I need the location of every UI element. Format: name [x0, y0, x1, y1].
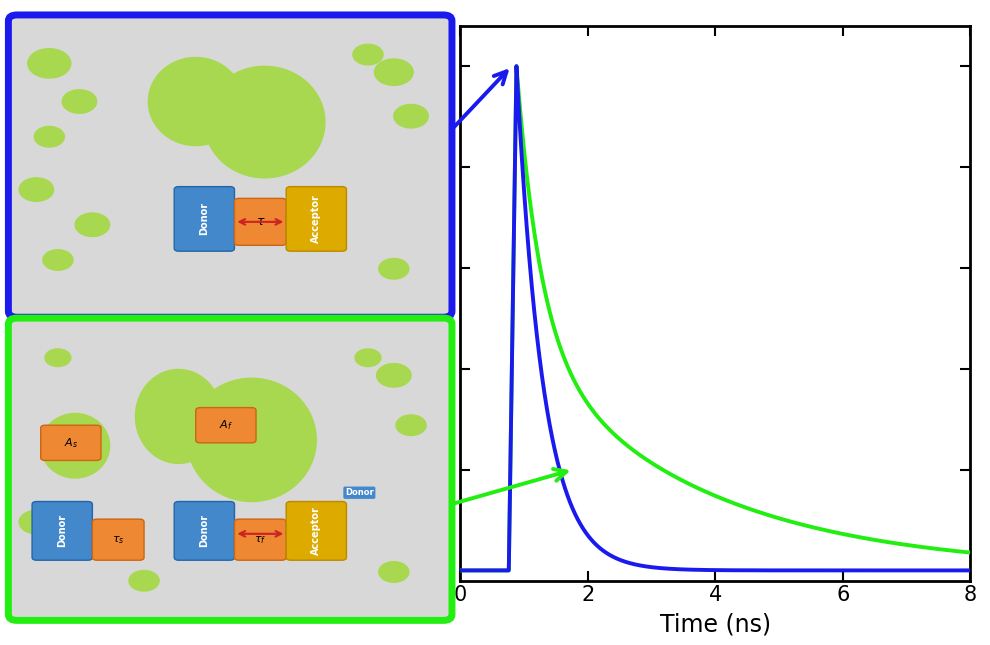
Y-axis label: Normalized intensity: Normalized intensity: [391, 181, 415, 425]
Text: $A_s$: $A_s$: [63, 436, 78, 450]
Text: $\tau_f$: $\tau_f$: [254, 534, 266, 546]
Circle shape: [379, 259, 409, 279]
Circle shape: [28, 49, 71, 78]
Circle shape: [129, 570, 159, 591]
Text: Donor: Donor: [199, 514, 209, 548]
FancyBboxPatch shape: [41, 425, 101, 461]
Ellipse shape: [148, 57, 244, 146]
Circle shape: [352, 45, 383, 65]
Circle shape: [396, 415, 426, 435]
Circle shape: [75, 213, 110, 237]
FancyBboxPatch shape: [286, 186, 346, 251]
FancyBboxPatch shape: [174, 186, 235, 251]
Circle shape: [355, 349, 381, 366]
Text: Acceptor: Acceptor: [311, 506, 322, 555]
Ellipse shape: [204, 66, 325, 178]
Text: Donor: Donor: [199, 203, 209, 235]
FancyBboxPatch shape: [174, 502, 235, 561]
Circle shape: [19, 178, 53, 201]
Circle shape: [376, 364, 411, 387]
Ellipse shape: [187, 378, 317, 502]
Circle shape: [379, 562, 409, 582]
FancyBboxPatch shape: [92, 519, 145, 561]
Text: $\tau$: $\tau$: [255, 215, 265, 228]
FancyBboxPatch shape: [196, 408, 256, 443]
Circle shape: [45, 349, 71, 366]
FancyBboxPatch shape: [32, 502, 92, 561]
Circle shape: [35, 126, 64, 147]
FancyBboxPatch shape: [11, 319, 449, 619]
Text: Donor: Donor: [57, 514, 67, 548]
Circle shape: [374, 59, 413, 85]
X-axis label: Time (ns): Time (ns): [659, 612, 771, 637]
Ellipse shape: [136, 370, 222, 463]
Circle shape: [43, 250, 73, 270]
FancyBboxPatch shape: [11, 16, 449, 316]
Circle shape: [62, 90, 97, 114]
Text: $\tau_s$: $\tau_s$: [112, 534, 125, 546]
Text: Acceptor: Acceptor: [311, 195, 322, 243]
Circle shape: [394, 104, 429, 128]
FancyBboxPatch shape: [235, 199, 286, 245]
FancyBboxPatch shape: [235, 519, 286, 561]
Ellipse shape: [41, 413, 110, 478]
Circle shape: [19, 510, 53, 534]
Text: Donor: Donor: [345, 488, 374, 497]
Circle shape: [308, 228, 343, 251]
Circle shape: [308, 531, 343, 554]
FancyBboxPatch shape: [286, 502, 346, 561]
Text: $A_f$: $A_f$: [219, 419, 233, 432]
